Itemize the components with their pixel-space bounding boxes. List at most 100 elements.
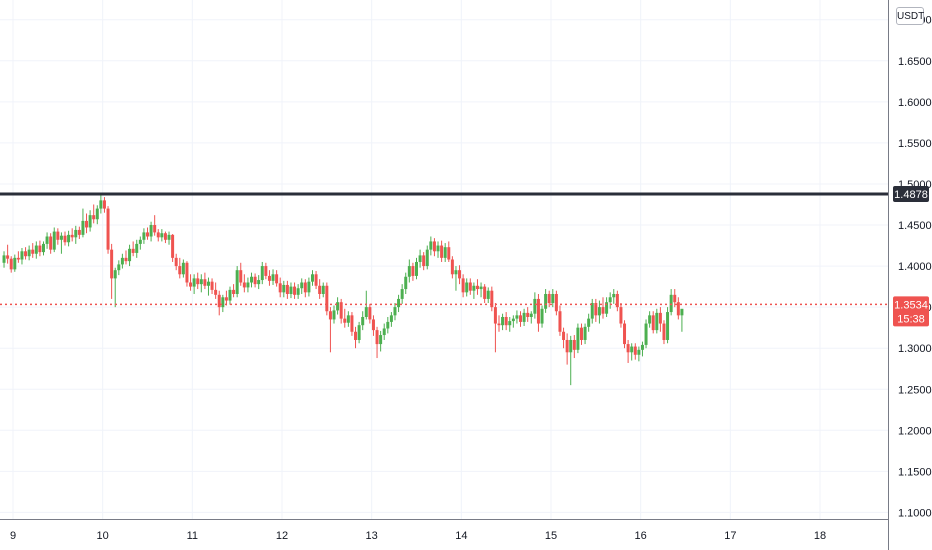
- candle: [669, 289, 673, 316]
- candle: [612, 289, 616, 304]
- candle: [587, 313, 591, 332]
- candle-body: [303, 282, 307, 293]
- candle: [536, 293, 540, 332]
- candle-body: [49, 236, 53, 250]
- candle-body: [608, 297, 612, 303]
- candle-body: [113, 270, 117, 279]
- candle-body: [465, 282, 469, 293]
- candle: [156, 229, 160, 242]
- candle-body: [250, 276, 254, 283]
- candle-body: [572, 339, 576, 350]
- candle: [375, 326, 379, 359]
- candle-body: [224, 297, 228, 301]
- candle-body: [436, 245, 440, 252]
- candle: [264, 262, 268, 280]
- candle-body: [92, 215, 96, 220]
- candle: [350, 312, 354, 336]
- candle-body: [479, 286, 483, 290]
- candle-body: [619, 307, 623, 324]
- candle: [27, 245, 31, 261]
- candle-body: [368, 307, 372, 320]
- candle-body: [217, 294, 221, 308]
- last-price-badge: [893, 296, 929, 327]
- x-tick-label: 10: [97, 530, 109, 542]
- candle: [590, 298, 594, 324]
- candle-body: [666, 312, 670, 340]
- candle: [70, 228, 74, 242]
- candle-body: [339, 302, 343, 319]
- candle-body: [99, 200, 103, 209]
- candle: [293, 282, 297, 299]
- candle-body: [131, 248, 135, 253]
- candle: [106, 206, 110, 254]
- candle: [31, 243, 35, 258]
- candle-body: [232, 289, 236, 294]
- candle-body: [257, 280, 261, 285]
- candle-body: [529, 313, 533, 317]
- candle: [310, 270, 314, 286]
- candle-body: [149, 225, 153, 237]
- candle-body: [135, 243, 139, 253]
- y-tick-label: 1.1000: [898, 507, 932, 519]
- candle: [386, 316, 390, 334]
- candle: [615, 290, 619, 312]
- candle: [99, 194, 103, 214]
- candle: [554, 290, 558, 316]
- candle: [662, 320, 666, 345]
- level-label-badge: [893, 185, 929, 202]
- candle-body: [2, 255, 6, 263]
- candle: [454, 266, 458, 291]
- candle: [6, 244, 10, 264]
- currency-button[interactable]: USDT: [896, 7, 924, 25]
- candle: [303, 279, 307, 298]
- candle: [447, 241, 451, 262]
- candle-body: [640, 344, 644, 350]
- candle-body: [156, 232, 160, 238]
- candle: [124, 250, 128, 265]
- candle: [572, 335, 576, 359]
- candle-body: [289, 286, 293, 294]
- candle: [149, 221, 153, 242]
- candle: [422, 252, 426, 271]
- candle-body: [310, 274, 314, 282]
- candle: [339, 298, 343, 324]
- candle: [221, 294, 225, 313]
- candle-body: [38, 245, 42, 253]
- candle-body: [214, 289, 218, 295]
- candle-body: [106, 208, 110, 250]
- candle-body: [27, 249, 31, 257]
- candle: [41, 241, 45, 256]
- candle-body: [163, 233, 167, 240]
- candle-body: [447, 247, 451, 260]
- candle: [49, 233, 53, 254]
- candle: [52, 227, 56, 253]
- candle-body: [56, 231, 60, 240]
- candle: [680, 308, 684, 332]
- candle-body: [601, 307, 605, 314]
- candle-body: [651, 315, 655, 331]
- x-tick-label: 12: [276, 530, 288, 542]
- candle-body: [597, 307, 601, 316]
- candle: [120, 253, 124, 269]
- candle: [246, 277, 250, 293]
- candle: [131, 241, 135, 257]
- candle: [389, 312, 393, 327]
- candle: [318, 279, 322, 299]
- candle: [483, 284, 487, 304]
- candle: [393, 303, 397, 321]
- candle: [217, 290, 221, 316]
- candle: [511, 315, 515, 328]
- candle: [253, 273, 257, 288]
- candle: [397, 294, 401, 313]
- candle-body: [676, 302, 680, 316]
- candle-body: [260, 266, 264, 281]
- candle-body: [6, 255, 10, 259]
- candle-body: [343, 318, 347, 323]
- candle-body: [461, 278, 465, 293]
- candle-body: [558, 311, 562, 332]
- candle: [465, 278, 469, 297]
- candle: [138, 236, 142, 250]
- y-tick-label: 1.6000: [898, 97, 932, 109]
